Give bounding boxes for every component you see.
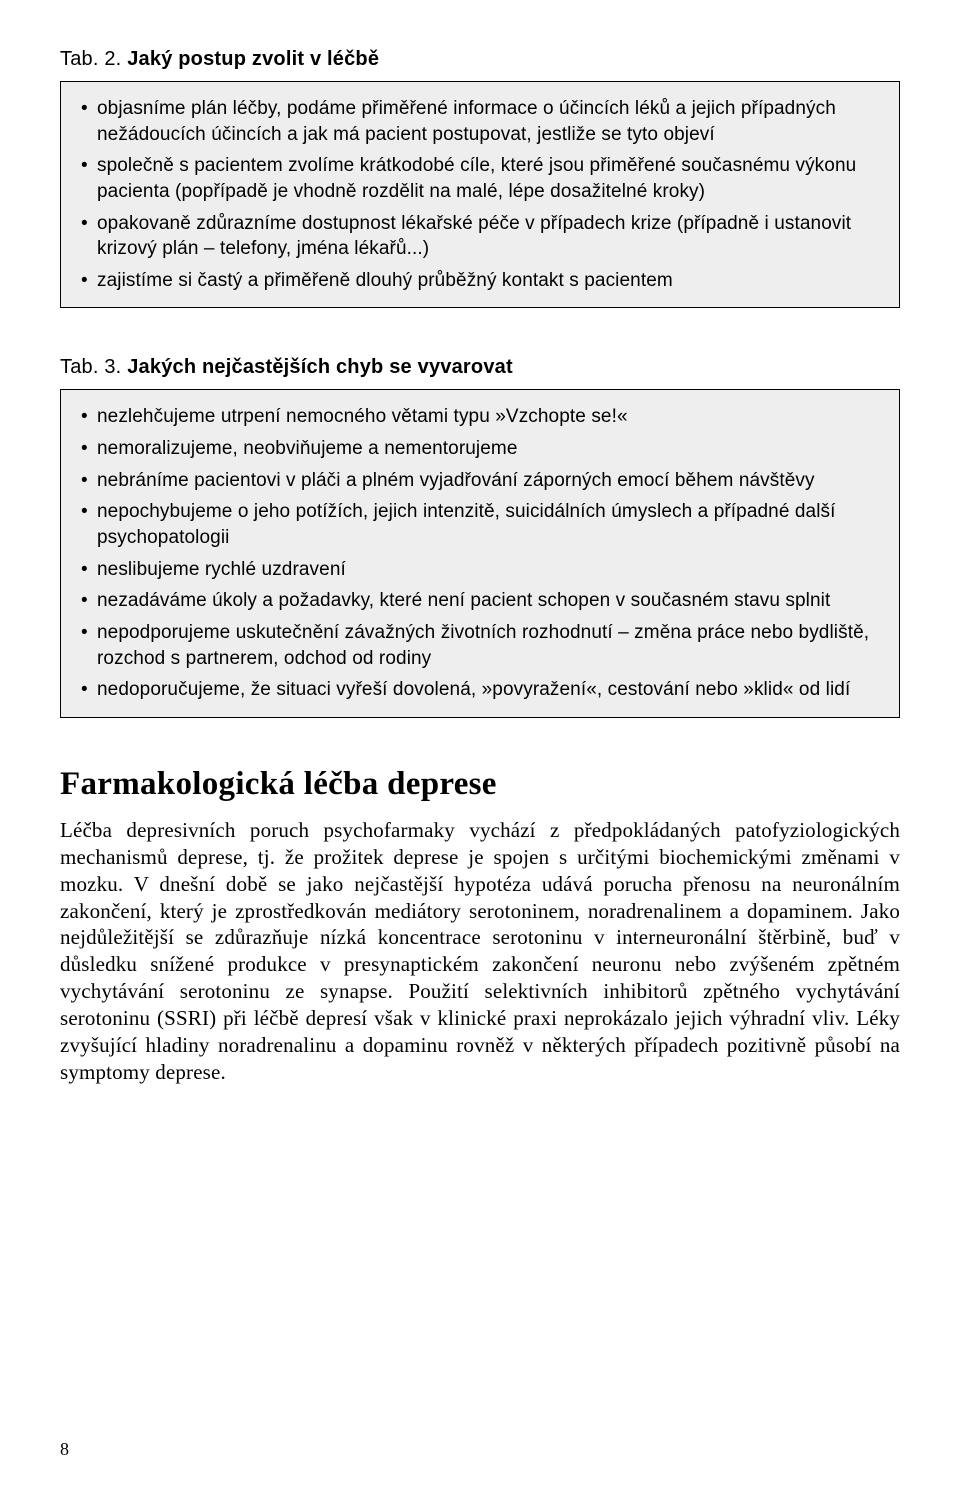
table2-label: Tab. 2.: [60, 48, 121, 70]
list-item: společně s pacientem zvolíme krátkodobé …: [79, 153, 881, 204]
table3-list: nezlehčujeme utrpení nemocného větami ty…: [79, 404, 881, 702]
table2-box: objasníme plán léčby, podáme přiměřené i…: [60, 81, 900, 308]
list-item: nepodporujeme uskutečnění závažných živo…: [79, 620, 881, 671]
table3-label: Tab. 3.: [60, 356, 121, 378]
page-number: 8: [60, 1439, 69, 1460]
list-item: nepochybujeme o jeho potížích, jejich in…: [79, 499, 881, 550]
list-item: objasníme plán léčby, podáme přiměřené i…: [79, 96, 881, 147]
table3-heading: Jakých nejčastějších chyb se vyvarovat: [127, 356, 513, 378]
list-item: neslibujeme rychlé uzdravení: [79, 557, 881, 583]
section-body: Léčba depresivních poruch psychofarmaky …: [60, 817, 900, 1086]
section-heading: Farmakologická léčba deprese: [60, 766, 900, 803]
table2-heading: Jaký postup zvolit v léčbě: [127, 48, 379, 70]
list-item: nezadáváme úkoly a požadavky, které není…: [79, 588, 881, 614]
list-item: nezlehčujeme utrpení nemocného větami ty…: [79, 404, 881, 430]
table3-title: Tab. 3. Jakých nejčastějších chyb se vyv…: [60, 356, 900, 379]
list-item: nedoporučujeme, že situaci vyřeší dovole…: [79, 677, 881, 703]
list-item: zajistíme si častý a přiměřeně dlouhý pr…: [79, 268, 881, 294]
table3-box: nezlehčujeme utrpení nemocného větami ty…: [60, 389, 900, 717]
list-item: nemoralizujeme, neobviňujeme a nementoru…: [79, 436, 881, 462]
list-item: nebráníme pacientovi v pláči a plném vyj…: [79, 468, 881, 494]
table2-list: objasníme plán léčby, podáme přiměřené i…: [79, 96, 881, 293]
table2-title: Tab. 2. Jaký postup zvolit v léčbě: [60, 48, 900, 71]
list-item: opakovaně zdůrazníme dostupnost lékařské…: [79, 211, 881, 262]
